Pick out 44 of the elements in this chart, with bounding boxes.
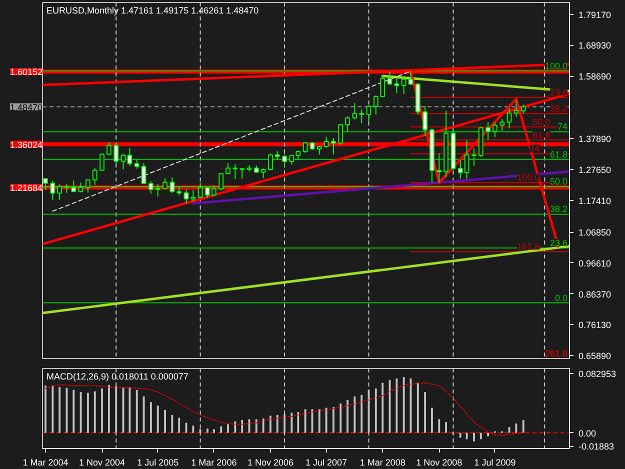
- y-tick-label: 1.06850: [578, 228, 612, 238]
- y-tick-label: 1.37890: [578, 134, 612, 144]
- series-label: 61.8: [550, 149, 568, 160]
- y-tick-label: 0.65890: [578, 351, 612, 362]
- chart-title: EURUSD,Monthly 1.47161 1.49175 1.46261 1.48470: [46, 6, 259, 16]
- ref-line-label: 1.21684: [10, 182, 43, 193]
- series-label: 23.6: [550, 87, 568, 98]
- ref-line-label: 1.48470: [10, 102, 43, 112]
- y-tick-label: 1.27650: [578, 165, 612, 176]
- y-tick-label: 0.00: [578, 428, 596, 438]
- y-tick-label: 1.79170: [578, 10, 612, 20]
- x-tick-label: 1 Jul 2005: [137, 458, 179, 468]
- x-tick-label: 1 Mar 2004: [22, 458, 68, 468]
- y-tick-label: 0.96610: [578, 258, 612, 268]
- x-tick-label: 1 Nov 2008: [416, 458, 462, 468]
- series-label: 100.0: [544, 60, 568, 71]
- series-label: 38.2: [550, 204, 568, 214]
- series-label: 38.2: [550, 104, 568, 114]
- series-label: 23.6: [550, 238, 568, 248]
- series-label: 74: [557, 122, 568, 132]
- series-label: 74: [530, 144, 540, 154]
- y-tick-label: 0.76130: [578, 320, 612, 330]
- x-tick-label: 1 Jul 2009: [474, 458, 516, 468]
- ref-line-label: 1.60152: [10, 67, 43, 78]
- chart-title: MACD(12,26,9) 0.018011 0.000077: [46, 372, 188, 382]
- y-tick-label: 1.17410: [578, 196, 612, 206]
- series-label: 161.8: [517, 242, 540, 252]
- ref-line-label: 1.36024: [10, 140, 43, 150]
- series-label: 50.0: [532, 116, 550, 127]
- series-label: 100.0: [517, 172, 540, 183]
- series-label: 0.0: [554, 292, 568, 303]
- y-tick-label: 0.86370: [578, 289, 612, 300]
- x-tick-label: 1 Nov 2006: [247, 458, 294, 468]
- y-tick-label: 1.58690: [578, 72, 612, 82]
- series-label: 61.8: [532, 130, 550, 140]
- series-label: 50.0: [550, 176, 568, 187]
- x-tick-label: 1 Mar 2008: [360, 458, 406, 468]
- y-tick-label: -0.01883: [578, 442, 614, 452]
- annotation: 261.8: [544, 348, 568, 358]
- y-tick-label: 0.082953: [578, 369, 616, 380]
- y-tick-label: 1.68930: [578, 40, 612, 51]
- x-tick-label: 1 Mar 2006: [191, 458, 237, 468]
- x-tick-label: 1 Nov 2004: [79, 458, 126, 468]
- x-tick-label: 1 Jul 2007: [306, 458, 348, 468]
